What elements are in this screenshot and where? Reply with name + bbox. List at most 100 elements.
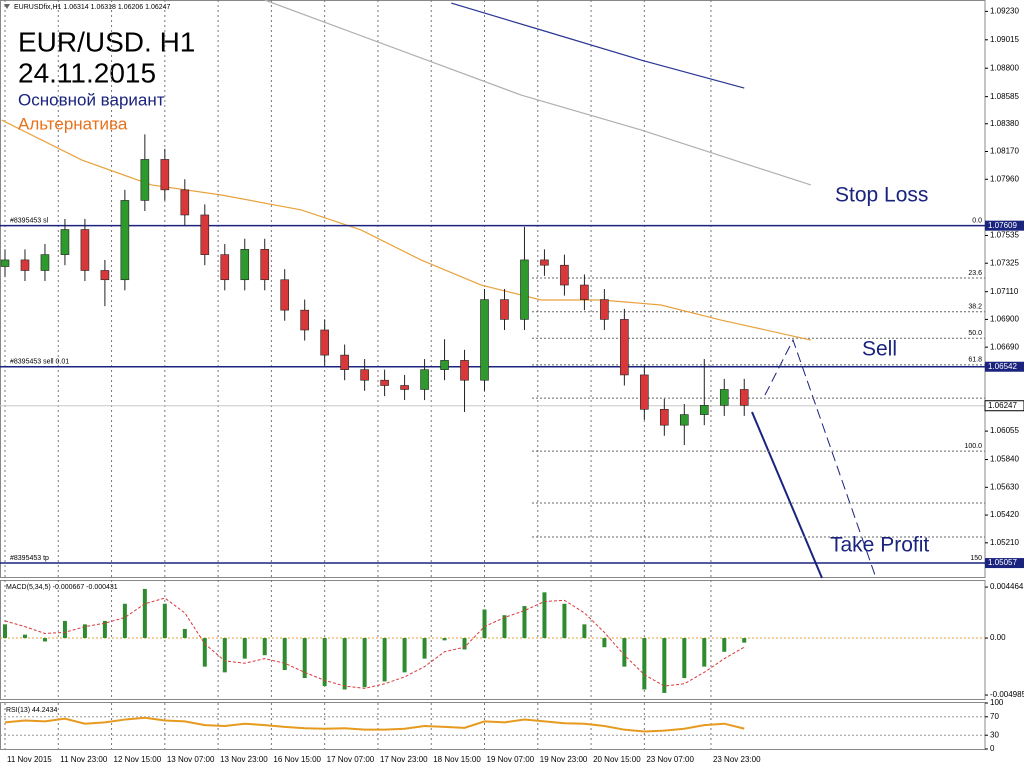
fib-label: 100.0 — [964, 443, 982, 450]
histogram-bar — [522, 606, 527, 639]
candle-body — [200, 214, 210, 255]
order-price-box — [985, 361, 1024, 372]
candle-body — [620, 319, 629, 376]
candle-body — [680, 414, 689, 426]
moving-average — [451, 2, 745, 89]
order-label: #8395453 sl — [10, 218, 49, 225]
y-tick-label: 1.06690 — [990, 342, 1019, 351]
indicator-title: MACD(5,34,5) -0.000667 -0.000431 — [6, 584, 118, 591]
histogram-bar — [82, 624, 87, 639]
candle-body — [660, 409, 669, 426]
histogram-bar — [102, 620, 107, 639]
y-tick-label: 1.05630 — [990, 482, 1019, 491]
main-scenario-arrow — [751, 411, 823, 579]
annotation: Take Profit — [830, 534, 929, 557]
x-tick-label: 12 Nov 15:00 — [114, 755, 162, 764]
histogram-bar — [282, 638, 287, 671]
candle-body — [240, 249, 250, 281]
x-tick-label: 13 Nov 07:00 — [167, 755, 215, 764]
candle-body — [260, 249, 270, 281]
candle-body — [180, 189, 190, 216]
y-tick-label: 1.08170 — [990, 147, 1019, 156]
candle-body — [100, 270, 110, 281]
y-tick-label: 1.08800 — [990, 63, 1019, 72]
histogram-bar — [342, 638, 347, 690]
macd-frame — [0, 580, 986, 700]
order-price-box — [985, 558, 1024, 569]
candle-body — [380, 379, 389, 386]
x-tick-label: 19 Nov 23:00 — [540, 755, 588, 764]
y-tick-label: 1.08585 — [990, 92, 1019, 101]
histogram-bar — [42, 638, 47, 642]
y-tick-label: 70 — [990, 712, 999, 721]
fib-label: 61.8 — [968, 357, 982, 364]
y-tick-label: 1.07535 — [990, 231, 1019, 240]
histogram-bar — [2, 624, 7, 639]
candle-body — [320, 329, 329, 356]
histogram-bar — [242, 638, 247, 659]
histogram-bar — [642, 638, 647, 690]
signal-line — [4, 597, 745, 689]
histogram-bar — [202, 638, 207, 667]
rsi-line — [4, 716, 745, 733]
histogram-bar — [662, 638, 667, 693]
histogram-bar — [722, 638, 727, 652]
histogram-bar — [622, 638, 627, 667]
candle-body — [340, 354, 349, 370]
order-price-label: 1.06542 — [988, 362, 1017, 371]
x-tick-label: 23 Nov 23:00 — [713, 755, 761, 764]
y-tick-label: 1.07110 — [990, 287, 1019, 296]
scenario-label: Основной вариант — [18, 90, 165, 109]
candle-body — [40, 254, 50, 271]
histogram-bar — [182, 628, 187, 639]
fib-label: 38.2 — [968, 304, 982, 311]
moving-average — [1, 119, 811, 341]
histogram-bar — [382, 638, 387, 682]
histogram-bar — [682, 638, 687, 679]
y-tick-label: 1.09230 — [990, 6, 1019, 15]
order-price-label: 1.05057 — [988, 558, 1017, 567]
rsi-frame — [0, 702, 986, 750]
x-tick-label: 23 Nov 07:00 — [646, 755, 694, 764]
scenario-label: Альтернатива — [18, 114, 128, 133]
histogram-bar — [742, 638, 747, 643]
candle-body — [280, 279, 290, 311]
histogram-bar — [422, 638, 427, 659]
y-tick-label: 1.05420 — [990, 510, 1019, 519]
y-tick-label: 30 — [990, 730, 999, 739]
histogram-bar — [362, 638, 367, 688]
annotation: Stop Loss — [835, 184, 928, 207]
x-tick-label: 20 Nov 15:00 — [593, 755, 641, 764]
candle-body — [520, 259, 529, 320]
menu-icon — [4, 4, 10, 9]
histogram-bar — [262, 638, 267, 656]
order-label: #8395453 tp — [10, 555, 49, 562]
fib-label: 50.0 — [968, 330, 982, 337]
candle-body — [600, 299, 609, 320]
histogram-bar — [442, 638, 447, 641]
candle-body — [160, 159, 170, 191]
histogram-bar — [122, 603, 127, 639]
y-tick-label: 1.07960 — [990, 174, 1019, 183]
candle-body — [220, 254, 230, 281]
candle-body — [560, 264, 569, 286]
y-tick-label: 1.08380 — [990, 119, 1019, 128]
candle-body — [400, 385, 409, 390]
candle-body — [460, 360, 469, 381]
histogram-bar — [162, 603, 167, 639]
y-tick-label: 0.00 — [990, 633, 1006, 642]
chart-subtitle: 24.11.2015 — [18, 57, 156, 88]
histogram-bar — [542, 592, 547, 639]
y-tick-label: 0 — [990, 744, 995, 753]
candle-body — [540, 259, 549, 266]
order-price-label: 1.07609 — [988, 221, 1017, 230]
x-tick-label: 11 Nov 2015 — [7, 755, 52, 764]
candle-body — [440, 360, 449, 370]
candle-body — [719, 389, 729, 406]
y-tick-label: 1.09015 — [990, 35, 1019, 44]
y-tick-label: 1.06900 — [990, 315, 1019, 324]
candle-body — [699, 405, 709, 415]
histogram-bar — [602, 638, 607, 648]
